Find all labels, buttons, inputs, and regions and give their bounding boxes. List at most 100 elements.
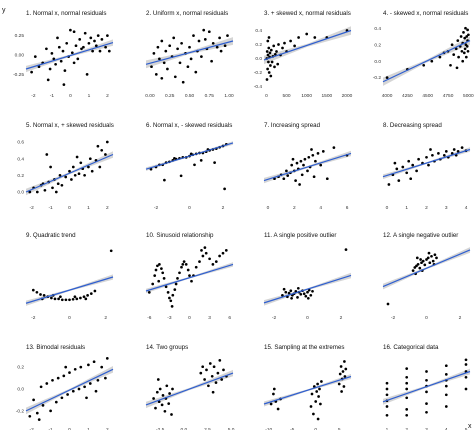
- data-point: [200, 55, 203, 58]
- data-point: [94, 389, 98, 393]
- panel-4: 4. - skewed x, normal residuals 4000 4250 4…: [373, 10, 474, 99]
- data-point: [37, 65, 41, 69]
- panel-8: 8. Decreasing spread 0 1 2 3 4: [382, 122, 471, 211]
- data-point: [68, 169, 71, 173]
- data-point: [192, 34, 195, 37]
- data-point: [174, 282, 178, 286]
- data-point: [69, 28, 72, 32]
- data-point: [266, 67, 269, 71]
- x-tick-label: 0: [69, 93, 72, 99]
- data-point: [461, 59, 465, 63]
- data-point: [270, 60, 274, 64]
- data-point: [456, 39, 460, 42]
- data-point: [197, 39, 201, 43]
- data-point: [213, 161, 216, 164]
- data-point: [401, 165, 405, 169]
- x-tick-label: 0: [267, 205, 270, 211]
- data-point: [172, 36, 176, 40]
- data-point: [307, 155, 311, 159]
- data-point: [405, 381, 409, 385]
- data-point: [64, 175, 68, 179]
- x-tick-label: 2: [459, 315, 462, 321]
- data-point: [161, 394, 165, 397]
- data-point: [158, 263, 161, 266]
- data-point: [79, 161, 83, 165]
- data-point: [161, 271, 165, 275]
- data-point: [59, 59, 63, 63]
- data-point: [39, 385, 43, 389]
- panel-6: 6. Normal x, - skewed residuals -2 0 2: [145, 122, 234, 211]
- data-point: [170, 413, 173, 416]
- data-point: [156, 378, 160, 381]
- x-tick-label: 2: [405, 427, 408, 430]
- data-point: [385, 387, 389, 391]
- data-point: [463, 47, 467, 51]
- data-point: [57, 297, 60, 301]
- data-point: [281, 293, 284, 297]
- x-tick-label: 0.00: [145, 93, 155, 99]
- data-point: [176, 277, 179, 280]
- regression-line: [25, 41, 114, 70]
- data-point: [325, 177, 329, 181]
- data-point: [87, 41, 91, 45]
- y-tick-label: -0.2: [254, 70, 263, 76]
- data-point: [28, 414, 32, 418]
- data-point: [87, 165, 90, 169]
- data-point: [306, 296, 310, 300]
- y-tick-label: 0.25: [15, 33, 25, 39]
- data-point: [160, 76, 164, 80]
- data-point: [152, 52, 156, 55]
- y-tick-label: 0.0: [17, 387, 24, 393]
- data-point: [455, 66, 459, 70]
- x-tick-label: -2: [154, 205, 159, 211]
- data-point: [405, 408, 409, 411]
- data-point: [160, 403, 164, 407]
- data-point: [193, 163, 196, 167]
- data-point: [168, 296, 171, 300]
- data-point: [457, 55, 460, 59]
- x-tick-label: 2: [293, 205, 296, 211]
- regression-line: [382, 370, 471, 403]
- data-point: [430, 59, 434, 63]
- data-point: [397, 179, 401, 182]
- data-point: [160, 39, 164, 43]
- data-point: [421, 259, 425, 263]
- panel-title: 12. A single negative outlier: [383, 232, 458, 239]
- data-point: [49, 165, 52, 169]
- data-point: [54, 400, 58, 404]
- x-tick-label: 0: [314, 427, 317, 430]
- data-point: [452, 53, 456, 56]
- data-point: [189, 57, 193, 61]
- regression-line: [263, 274, 352, 304]
- data-point: [265, 50, 269, 53]
- data-point: [64, 298, 68, 302]
- data-point: [68, 298, 71, 302]
- data-point: [71, 165, 75, 169]
- data-point: [218, 36, 221, 40]
- data-point: [413, 266, 417, 269]
- data-point: [173, 156, 176, 160]
- data-point: [287, 291, 291, 295]
- x-tick-label: 0: [306, 315, 309, 321]
- data-point: [275, 50, 278, 53]
- data-point: [431, 153, 434, 157]
- data-point: [162, 61, 166, 65]
- data-point: [89, 292, 93, 295]
- panel-title: 11. A single positive outlier: [264, 232, 336, 239]
- data-point: [178, 61, 182, 65]
- x-tick-label: 0: [68, 205, 71, 211]
- x-tick-label: 0.50: [185, 93, 195, 99]
- data-point: [182, 260, 186, 263]
- data-point: [100, 148, 104, 152]
- data-point: [221, 251, 225, 255]
- x-tick-label: 6: [346, 205, 349, 211]
- data-point: [84, 297, 88, 301]
- data-point: [186, 268, 190, 272]
- data-point: [100, 38, 104, 41]
- data-point: [425, 390, 428, 394]
- data-point: [200, 249, 203, 252]
- x-tick-label: 0: [68, 427, 71, 430]
- data-point: [296, 286, 300, 290]
- data-point: [65, 41, 69, 45]
- regression-line: [25, 368, 114, 412]
